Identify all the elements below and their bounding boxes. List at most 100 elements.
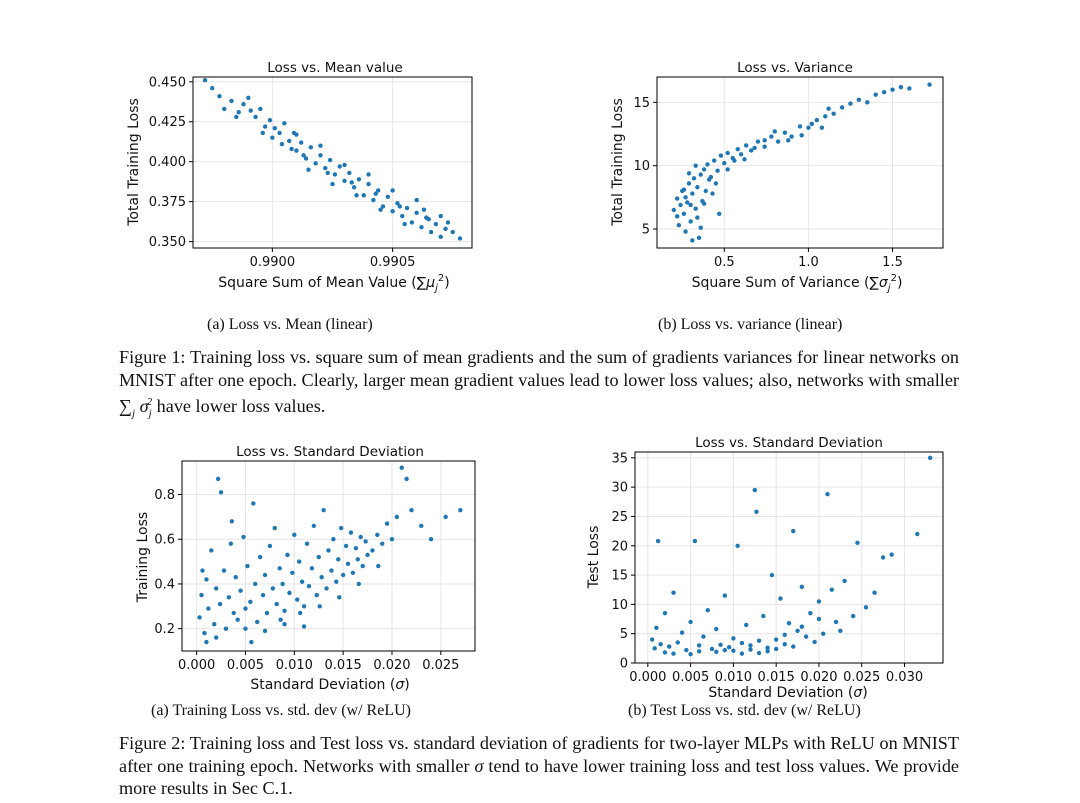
subcaption-1a: (a) Loss vs. Mean (linear) xyxy=(207,316,373,333)
scatter-point xyxy=(732,158,737,163)
scatter-point xyxy=(799,584,805,590)
scatter-point xyxy=(438,234,443,240)
xlabel: Standard Deviation (σ) xyxy=(250,677,409,693)
scatter-point xyxy=(848,101,853,106)
scatter-point xyxy=(358,534,363,540)
scatter-point xyxy=(243,606,248,611)
scatter-point xyxy=(380,541,385,546)
scatter-point xyxy=(722,160,727,166)
scatter-point xyxy=(285,552,290,558)
scatter-point xyxy=(361,193,366,198)
scatter-point xyxy=(907,86,912,91)
scatter-point xyxy=(772,129,777,134)
scatter-point xyxy=(833,619,839,625)
scatter-point xyxy=(400,213,405,219)
scatter-point xyxy=(295,597,300,602)
y-tick-label: 10 xyxy=(633,159,650,174)
scatter-point xyxy=(371,197,376,203)
scatter-point xyxy=(251,501,256,506)
x-tick-label: 0.9905 xyxy=(370,255,416,270)
scatter-point xyxy=(299,140,304,145)
scatter-point xyxy=(826,106,831,111)
scatter-point xyxy=(354,193,359,198)
chart-test-loss-vs-std: Loss vs. Standard Deviation 0.000 0.005 0.… xyxy=(586,435,944,701)
scatter-point xyxy=(376,563,381,569)
scatter-point xyxy=(433,221,439,227)
scatter-point xyxy=(343,543,349,549)
caption-text-end: have lower loss values. xyxy=(152,396,326,417)
scatter-point xyxy=(334,579,339,584)
scatter-point xyxy=(390,188,395,193)
scatter-point xyxy=(258,106,263,112)
scatter-point xyxy=(301,624,307,629)
scatter-point xyxy=(390,209,395,214)
scatter-point xyxy=(402,221,407,227)
scatter-point xyxy=(229,519,235,524)
scatter-point xyxy=(321,507,326,513)
scatter-point xyxy=(789,134,794,139)
scatter-point xyxy=(739,640,745,646)
scatter-point xyxy=(313,161,318,166)
scatter-point xyxy=(823,114,828,119)
scatter-point xyxy=(324,586,329,591)
scatter-point xyxy=(881,90,887,95)
scatter-point xyxy=(713,181,719,186)
scatter-point xyxy=(404,205,410,211)
scatter-point xyxy=(691,176,697,181)
scatter-point xyxy=(715,168,720,173)
scatter-point xyxy=(356,581,361,587)
scatter-point xyxy=(246,95,251,100)
scatter-point xyxy=(816,599,822,604)
scatter-point xyxy=(272,525,277,531)
scatter-point xyxy=(705,608,710,613)
scatter-point xyxy=(791,644,796,649)
scatter-point xyxy=(667,644,672,649)
scatter-point xyxy=(898,84,904,90)
scatter-point xyxy=(799,133,804,138)
scatter-point xyxy=(761,613,766,619)
x-tick-label: 1.0 xyxy=(798,255,819,270)
scatter-point xyxy=(272,125,277,131)
scatter-point xyxy=(209,548,214,553)
scatter-point xyxy=(696,643,702,648)
scatter-point xyxy=(443,514,448,520)
scatter-point xyxy=(378,207,383,212)
scatter-point xyxy=(786,620,792,626)
y-tick-label: 15 xyxy=(611,569,628,584)
scatter-point xyxy=(749,148,754,153)
scatter-point xyxy=(695,185,700,190)
scatter-point xyxy=(414,210,419,216)
y-tick-label: 0.400 xyxy=(149,155,186,170)
x-tick-label: 0.005 xyxy=(227,658,264,673)
scatter-point xyxy=(927,455,933,461)
scatter-point xyxy=(274,601,279,607)
scatter-point xyxy=(280,581,285,587)
scatter-point xyxy=(337,164,342,169)
scatter-point xyxy=(458,507,463,513)
scatter-point xyxy=(217,601,223,607)
scatter-point xyxy=(395,201,400,206)
scatter-point xyxy=(662,610,668,616)
scatter-point xyxy=(329,568,334,573)
scatter-point xyxy=(323,165,328,171)
scatter-point xyxy=(217,93,222,99)
y-tick-label: 15 xyxy=(633,96,650,111)
scatter-point xyxy=(698,225,703,230)
scatter-point xyxy=(342,162,347,168)
scatter-point xyxy=(197,615,202,620)
scatter-point xyxy=(210,85,215,91)
scatter-point xyxy=(419,225,424,230)
y-tick-label: 0.6 xyxy=(154,533,175,548)
x-tick-label: 0.5 xyxy=(714,255,735,270)
caption-math: ∑j σj2 xyxy=(119,396,153,420)
scatter-point xyxy=(351,185,357,190)
scatter-point xyxy=(701,634,706,639)
scatter-point xyxy=(819,125,825,130)
scatter-point xyxy=(282,608,287,613)
scatter-point xyxy=(688,652,693,657)
chart-plot-group: 0.000 0.005 0.010 0.015 0.020 0.025 0.2 0.4 0.6 0… xyxy=(154,461,475,673)
scatter-point xyxy=(748,643,753,648)
scatter-point xyxy=(803,634,809,639)
scatter-point xyxy=(306,583,312,589)
